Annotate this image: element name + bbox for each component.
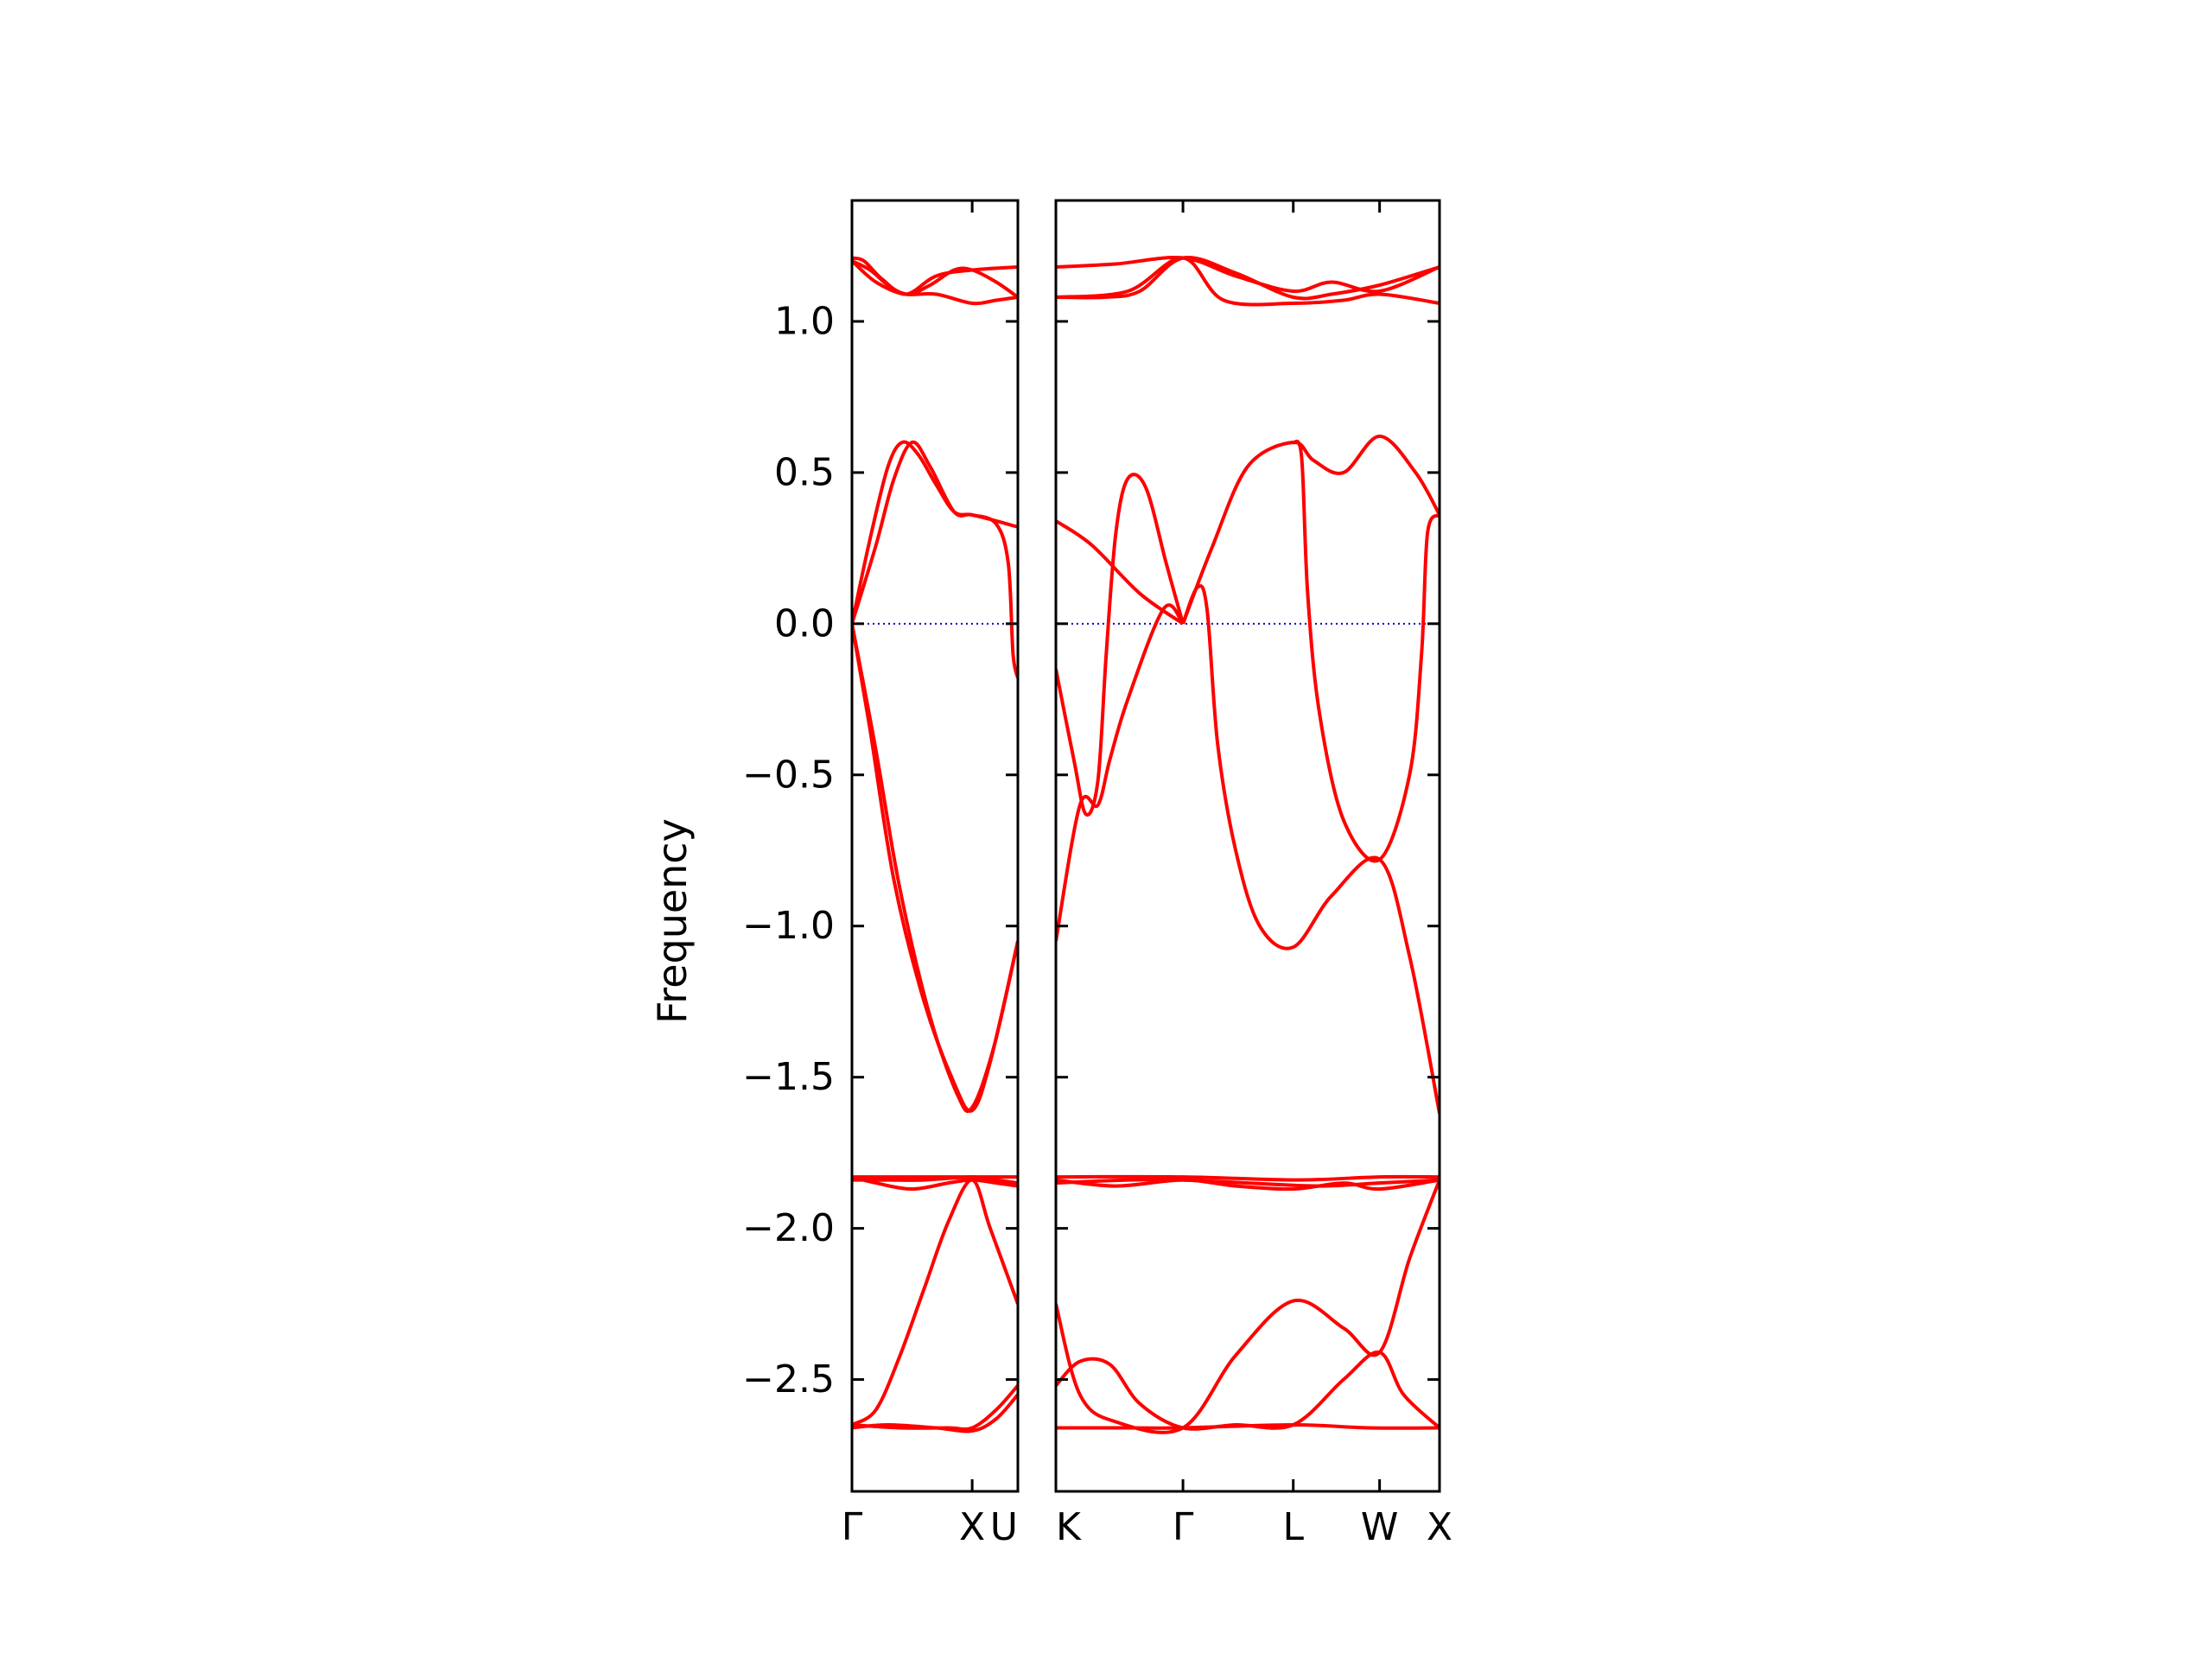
band-line-1-14 <box>1056 1423 1440 1430</box>
band-line-1-2 <box>1056 256 1440 307</box>
x-tick-label: X <box>959 1505 985 1549</box>
band-line-1-12 <box>1056 1179 1440 1434</box>
x-tick-label: W <box>1361 1505 1399 1549</box>
band-line-0-8 <box>852 1175 1018 1192</box>
x-tick-label: U <box>990 1505 1018 1549</box>
y-tick-label: −2.5 <box>742 1357 835 1402</box>
panel-frame <box>1054 199 1441 1493</box>
band-line-0-10 <box>852 1178 1018 1427</box>
band-line-0-9 <box>852 1175 1018 1185</box>
y-tick-label: −0.5 <box>742 753 835 797</box>
band-line-1-5 <box>1056 519 1185 626</box>
band-line-0-1 <box>852 259 1018 306</box>
band-line-0-6 <box>852 623 1018 1113</box>
y-tick-label: −1.5 <box>742 1055 835 1099</box>
y-tick-label: −1.0 <box>742 904 835 948</box>
band-line-1-7 <box>1181 584 1440 1114</box>
x-tick-label: K <box>1056 1505 1082 1549</box>
band-line-0-12 <box>852 1384 1018 1432</box>
band-line-1-10 <box>1056 1178 1440 1192</box>
y-axis: 1.0 0.5 0.0 −0.5 −1.0 −1.5 −2.0 −2.5 <box>742 299 835 1402</box>
x-tick-label: X <box>1427 1505 1452 1549</box>
band-line-1-8 <box>1291 439 1440 863</box>
band-line-0-2 <box>852 259 1018 299</box>
band-line-1-11 <box>1056 1178 1440 1188</box>
y-axis-label: Frequency <box>649 818 696 1024</box>
band-line-1-1 <box>1056 255 1440 301</box>
band-line-1-6 <box>1181 434 1440 625</box>
y-tick-label: 0.0 <box>774 601 835 645</box>
y-tick-label: 0.5 <box>774 450 835 494</box>
y-tick-label: 1.0 <box>774 299 835 343</box>
band-line-0-4 <box>852 440 1018 679</box>
band-line-1-3 <box>1056 473 1185 817</box>
band-line-0-11 <box>852 1393 1018 1433</box>
x-tick-label: Γ <box>842 1505 863 1549</box>
y-tick-label: −2.0 <box>742 1206 835 1250</box>
x-tick-label: Γ <box>1173 1505 1194 1549</box>
band-line-1-9 <box>1056 1174 1440 1182</box>
panel-frame <box>850 199 1020 1493</box>
x-tick-label: L <box>1282 1505 1304 1549</box>
